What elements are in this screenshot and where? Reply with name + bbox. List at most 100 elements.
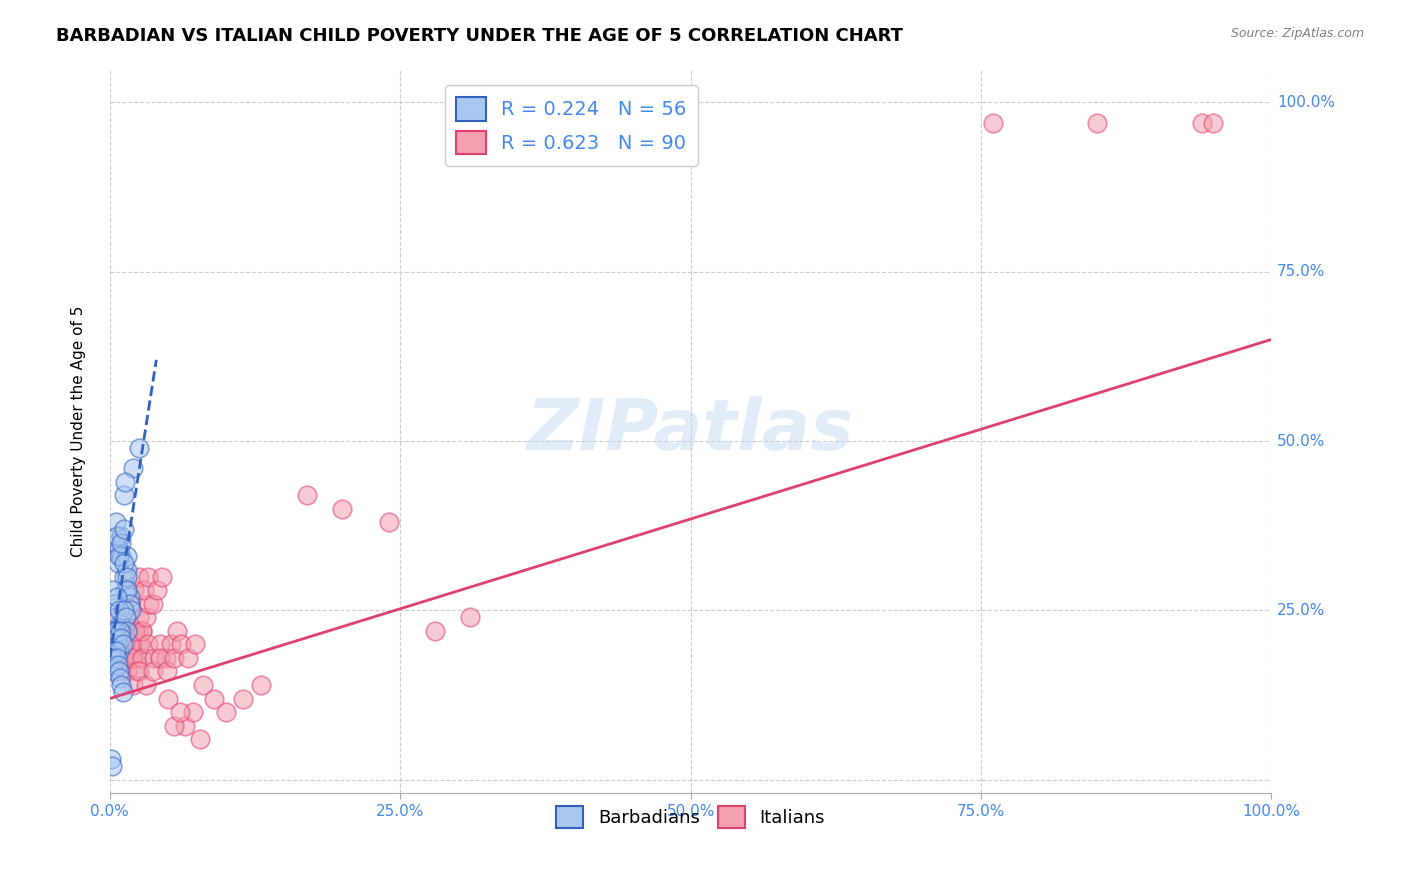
Point <box>190 732 212 747</box>
Point <box>110 535 132 549</box>
Point <box>232 691 254 706</box>
Point <box>105 651 128 665</box>
Point <box>174 718 197 732</box>
Point <box>105 637 128 651</box>
Point <box>104 651 127 665</box>
Point <box>131 651 153 665</box>
Point <box>105 529 128 543</box>
Point <box>108 542 131 557</box>
Point <box>107 624 129 638</box>
Point <box>202 691 225 706</box>
Point <box>128 665 150 679</box>
Point <box>108 603 131 617</box>
Point <box>127 624 149 638</box>
Point <box>120 637 142 651</box>
Point <box>117 549 139 564</box>
Point <box>169 705 191 719</box>
Point <box>142 597 165 611</box>
Point <box>121 651 143 665</box>
Point <box>131 624 153 638</box>
Point <box>118 637 141 651</box>
Point <box>110 631 132 645</box>
Point <box>108 644 131 658</box>
Point <box>103 665 125 679</box>
Point <box>163 718 186 732</box>
Point <box>107 556 129 570</box>
Point <box>117 624 139 638</box>
Point <box>128 610 150 624</box>
Point <box>114 475 136 489</box>
Text: 50.0%: 50.0% <box>1277 434 1326 449</box>
Point <box>107 610 129 624</box>
Point <box>122 461 145 475</box>
Point <box>110 637 132 651</box>
Point <box>163 651 186 665</box>
Text: ZIPatlas: ZIPatlas <box>527 396 855 466</box>
Point <box>155 651 177 665</box>
Point <box>128 441 150 455</box>
Point <box>135 610 157 624</box>
Point <box>117 583 139 598</box>
Y-axis label: Child Poverty Under the Age of 5: Child Poverty Under the Age of 5 <box>72 305 86 557</box>
Point <box>104 610 127 624</box>
Point <box>110 624 132 638</box>
Point <box>124 624 146 638</box>
Point <box>112 603 135 617</box>
Point <box>183 705 205 719</box>
Point <box>423 624 446 638</box>
Point <box>118 597 141 611</box>
Point <box>1085 116 1108 130</box>
Point <box>117 569 139 583</box>
Point <box>129 637 152 651</box>
Point <box>105 590 128 604</box>
Point <box>117 637 139 651</box>
Point <box>136 637 159 651</box>
Point <box>458 610 481 624</box>
Point <box>121 624 143 638</box>
Point <box>122 583 145 598</box>
Point <box>114 637 136 651</box>
Point <box>114 637 136 651</box>
Point <box>377 516 399 530</box>
Point <box>103 657 125 672</box>
Point <box>122 624 145 638</box>
Point <box>112 522 135 536</box>
Point <box>108 665 131 679</box>
Point <box>297 488 319 502</box>
Point <box>103 583 125 598</box>
Point <box>108 637 131 651</box>
Point <box>135 678 157 692</box>
Point <box>115 610 138 624</box>
Text: 100.0%: 100.0% <box>1277 95 1336 110</box>
Point <box>110 549 132 564</box>
Point <box>156 691 179 706</box>
Point <box>120 603 142 617</box>
Point <box>125 651 148 665</box>
Text: Source: ZipAtlas.com: Source: ZipAtlas.com <box>1230 27 1364 40</box>
Point <box>149 637 172 651</box>
Point <box>114 583 136 598</box>
Point <box>191 678 214 692</box>
Point <box>125 665 148 679</box>
Point <box>115 624 138 638</box>
Point <box>117 563 139 577</box>
Point <box>103 637 125 651</box>
Point <box>129 637 152 651</box>
Point <box>104 535 127 549</box>
Point <box>136 569 159 583</box>
Point <box>118 590 141 604</box>
Point <box>103 644 125 658</box>
Point <box>104 624 127 638</box>
Point <box>114 637 136 651</box>
Legend: Barbadians, Italians: Barbadians, Italians <box>550 798 832 835</box>
Point <box>112 569 135 583</box>
Point <box>100 752 122 766</box>
Point <box>114 610 136 624</box>
Point <box>142 665 165 679</box>
Point <box>138 597 160 611</box>
Point <box>112 556 135 570</box>
Point <box>111 624 134 638</box>
Point <box>1202 116 1225 130</box>
Point <box>103 624 125 638</box>
Point <box>110 624 132 638</box>
